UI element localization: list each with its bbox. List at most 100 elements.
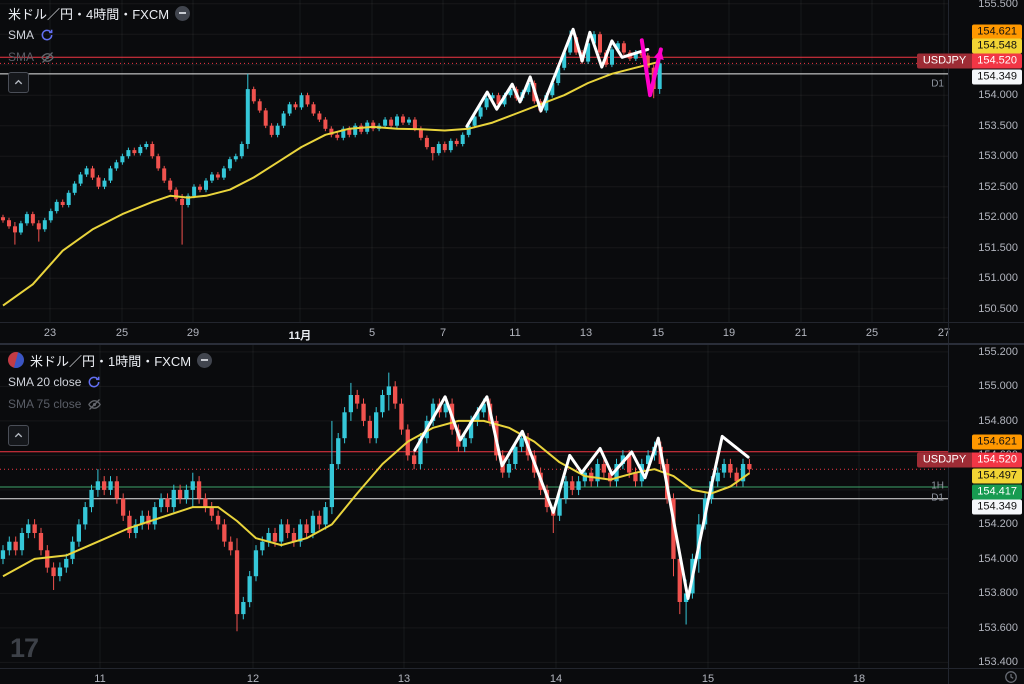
indicator-label-sma75-hidden[interactable]: SMA 75 close — [8, 397, 82, 411]
pane-divider[interactable] — [0, 343, 1024, 345]
indicator-label-sma[interactable]: SMA — [8, 28, 35, 42]
price-level-badge: 154.497 — [972, 468, 1022, 484]
time-axis-label: 29 — [186, 327, 200, 339]
hide-legend-button[interactable] — [175, 5, 191, 21]
time-axis-label: 13 — [579, 327, 593, 339]
indicator-sync-icon[interactable] — [87, 375, 101, 389]
indicator-row: SMA 20 close — [8, 371, 212, 393]
time-axis-label: 21 — [794, 327, 808, 339]
badge-price-value: 154.349 — [972, 69, 1022, 85]
time-axis[interactable]: 23 25 29 11月 5 7 11 13 15 19 21 25 27 — [0, 322, 1024, 344]
time-axis-label: 13 — [397, 673, 411, 684]
symbol-title[interactable]: 米ドル／円・4時間・FXCM — [8, 6, 170, 22]
minus-icon — [179, 12, 187, 14]
chevron-up-icon — [14, 79, 23, 85]
trendline-drawing[interactable] — [465, 27, 650, 128]
price-axis-label: 153.400 — [978, 656, 1018, 669]
pane-maximize-button[interactable] — [8, 72, 29, 93]
timeframe-level-label: D1 — [931, 78, 944, 90]
price-axis-label: 152.000 — [978, 211, 1018, 224]
symbol-tag: USDJPY — [916, 53, 973, 69]
price-axis-label: 151.000 — [978, 272, 1018, 285]
symbol-title[interactable]: 米ドル／円・1時間・FXCM — [30, 353, 192, 369]
price-axis-label: 154.800 — [978, 414, 1018, 427]
time-axis-label: 25 — [115, 327, 129, 339]
current-price-badge: USDJPY 154.520 — [916, 53, 1022, 69]
axis-border — [948, 0, 949, 684]
price-level-badge: 154.548 — [972, 38, 1022, 54]
price-axis-label: 153.500 — [978, 119, 1018, 132]
time-axis-label: 12 — [246, 673, 260, 684]
price-axis-label: 155.000 — [978, 380, 1018, 393]
sma-line[interactable] — [2, 60, 660, 307]
trendline-drawing[interactable] — [413, 395, 750, 601]
chevron-up-icon — [14, 432, 23, 438]
chart-legend: 米ドル／円・1時間・FXCM SMA 20 close SMA 75 close — [8, 349, 213, 415]
badge-price-value: 154.417 — [972, 484, 1022, 500]
grid — [0, 345, 948, 668]
time-axis[interactable]: 11 12 13 14 15 18 — [0, 668, 1024, 684]
instrument-logo — [8, 352, 24, 368]
time-axis-label: 27 — [937, 327, 951, 339]
time-axis-label: 23 — [43, 327, 57, 339]
indicator-sync-icon[interactable] — [40, 28, 54, 42]
hide-legend-button[interactable] — [197, 352, 213, 368]
time-axis-label: 11 — [509, 327, 521, 339]
time-axis-label: 14 — [549, 673, 563, 684]
arrowhead-icon — [653, 49, 664, 60]
price-axis-label: 153.000 — [978, 150, 1018, 163]
badge-price-value: 154.621 — [972, 434, 1022, 450]
chart-legend: 米ドル／円・4時間・FXCM SMA SMA — [8, 2, 191, 68]
price-axis-label: 151.500 — [978, 241, 1018, 254]
price-axis-label: 152.500 — [978, 180, 1018, 193]
legend-title-row: 米ドル／円・1時間・FXCM — [8, 349, 213, 371]
minus-icon — [201, 359, 209, 361]
legend-title-row: 米ドル／円・4時間・FXCM — [8, 2, 191, 24]
price-level-badge: 154.349 — [972, 499, 1022, 515]
price-axis[interactable]: 155.200155.000154.800154.600154.400154.2… — [916, 345, 1024, 684]
badge-price-value: 154.349 — [972, 499, 1022, 515]
price-axis-label: 150.500 — [978, 302, 1018, 315]
price-level-badge: 154.621 — [972, 24, 1022, 40]
time-axis-label: 7 — [439, 327, 447, 339]
eye-off-icon[interactable] — [40, 50, 55, 65]
indicator-row-hidden: SMA — [8, 46, 190, 68]
price-level-badge: 154.349 — [972, 69, 1022, 85]
time-axis-label: 11月 — [288, 330, 312, 342]
tradingview-logo[interactable]: 17 — [10, 633, 39, 663]
pane-maximize-button[interactable] — [8, 425, 29, 446]
time-axis-label: 25 — [865, 327, 879, 339]
indicator-row: SMA — [8, 24, 190, 46]
time-axis-label: 18 — [852, 673, 866, 684]
indicator-label-sma20[interactable]: SMA 20 close — [8, 375, 82, 389]
timeframe-level-label: 1H — [931, 480, 944, 492]
badge-price-value: 154.520 — [972, 53, 1022, 69]
arrow-drawing[interactable] — [639, 38, 663, 98]
timeframe-level-label: D1 — [931, 492, 944, 504]
price-level-lines[interactable] — [0, 56, 948, 75]
price-level-badge: 154.417 — [972, 484, 1022, 500]
timezone-clock-button[interactable] — [1004, 670, 1018, 684]
price-axis-label: 155.500 — [978, 0, 1018, 10]
badge-price-value: 154.621 — [972, 24, 1022, 40]
pane-4h: 155.500155.000154.500154.000153.500153.0… — [0, 0, 1024, 344]
badge-price-value: 154.548 — [972, 38, 1022, 54]
pane-1h: 155.200155.000154.800154.600154.400154.2… — [0, 345, 1024, 684]
indicator-label-sma-hidden[interactable]: SMA — [8, 50, 35, 64]
price-axis-label: 154.000 — [978, 552, 1018, 565]
price-axis-label: 154.200 — [978, 518, 1018, 531]
price-axis[interactable]: 155.500155.000154.500154.000153.500153.0… — [916, 0, 1024, 343]
current-price-badge: USDJPY 154.520 — [916, 452, 1022, 468]
eye-off-icon[interactable] — [87, 397, 102, 412]
badge-price-value: 154.520 — [972, 452, 1022, 468]
sma-line[interactable] — [2, 419, 750, 578]
price-chart-canvas[interactable] — [0, 0, 948, 322]
indicator-row-hidden: SMA 75 close — [8, 393, 212, 415]
clock-icon — [1005, 671, 1017, 683]
price-level-lines[interactable] — [0, 451, 948, 500]
time-axis-label: 15 — [651, 327, 665, 339]
price-chart-canvas[interactable] — [0, 345, 948, 668]
price-axis-label: 153.600 — [978, 621, 1018, 634]
symbol-tag: USDJPY — [916, 452, 973, 468]
